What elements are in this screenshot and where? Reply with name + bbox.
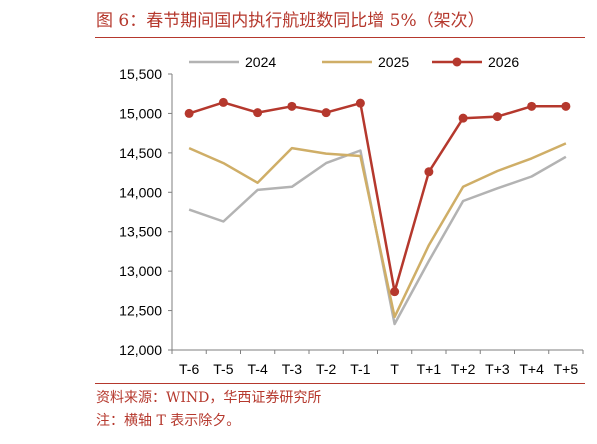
series-2025-line (188, 142, 567, 319)
series-2026-point (355, 98, 365, 108)
series-2026-point (458, 113, 468, 123)
title-divider (95, 37, 585, 38)
legend-label-2026: 2026 (488, 54, 519, 70)
source-note: 资料来源：WIND，华西证券研究所 (96, 390, 322, 406)
x-tick-label: T+4 (519, 361, 544, 377)
y-tick-label: 15,000 (119, 105, 162, 121)
series-2026-point (321, 108, 331, 118)
x-tick-label: T+1 (417, 361, 442, 377)
axis-note: 注：横轴 T 表示除夕。 (96, 413, 241, 429)
x-tick-label: T+3 (485, 361, 510, 377)
series-2026-line (188, 101, 566, 293)
y-tick-label: 14,500 (119, 145, 162, 161)
legend-marker-2026 (452, 57, 462, 67)
y-tick-label: 13,500 (119, 224, 162, 240)
legend-label-2025: 2025 (378, 54, 409, 70)
y-tick-label: 12,500 (119, 303, 162, 319)
y-tick-label: 12,000 (119, 342, 162, 358)
legend-label-2024: 2024 (245, 54, 276, 70)
x-tick-label: T (390, 361, 399, 377)
series-2026-point (561, 101, 571, 111)
x-tick-label: T-6 (179, 361, 199, 377)
y-tick-label: 13,000 (119, 263, 162, 279)
footer-divider (95, 383, 585, 384)
x-tick-label: T-1 (350, 361, 370, 377)
series-2026-point (287, 101, 297, 111)
series-2026-point (527, 101, 537, 111)
series-2026-point (492, 112, 502, 122)
series-2026-point (390, 287, 400, 297)
y-tick-label: 15,500 (119, 66, 162, 82)
series-2026-point (253, 108, 263, 118)
series-2026-point (184, 108, 194, 118)
y-tick-label: 14,000 (119, 184, 162, 200)
x-tick-label: T-4 (248, 361, 268, 377)
x-tick-label: T+2 (451, 361, 476, 377)
series-2026-point (424, 167, 434, 177)
series-2026-point (218, 97, 228, 107)
x-tick-label: T-2 (316, 361, 336, 377)
x-tick-label: T-5 (213, 361, 233, 377)
figure-title: 图 6：春节期间国内执行航班数同比增 5%（架次） (96, 11, 485, 31)
x-tick-label: T+5 (554, 361, 579, 377)
x-tick-label: T-3 (282, 361, 302, 377)
